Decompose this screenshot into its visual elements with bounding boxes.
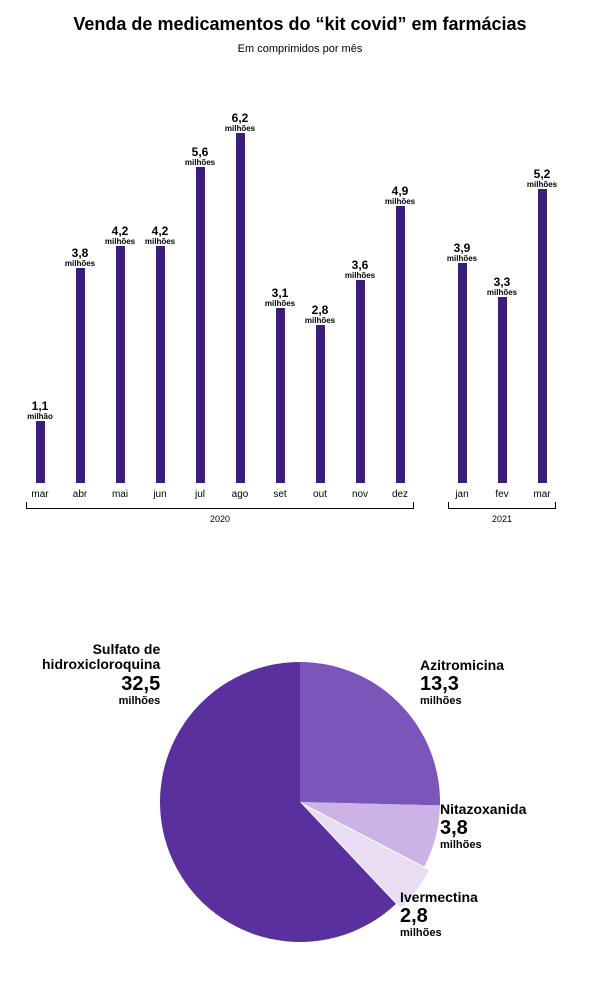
bar-value-label: 4,2milhões (105, 225, 135, 246)
bar-chart-group-brackets: 2020 2021 (20, 502, 580, 532)
bar-x-label: nov (352, 489, 368, 500)
bar (498, 297, 507, 483)
bar-x-label: ago (232, 489, 249, 500)
bar-x-label: jun (153, 489, 166, 500)
bar-column: 2,8milhões (300, 83, 340, 483)
bar-x-label: mar (31, 489, 48, 500)
bar-value-label: 3,9milhões (447, 242, 477, 263)
bar-value-label: 5,2milhões (527, 168, 557, 189)
bar (356, 280, 365, 483)
bar-column: 4,9milhões (380, 83, 420, 483)
pie-slice-label: Nitazoxanida3,8milhões (440, 802, 526, 851)
bar (316, 325, 325, 483)
bar-column: 4,2milhões (140, 83, 180, 483)
pie-slice (300, 662, 440, 805)
bar-x-label: jul (195, 489, 205, 500)
bar (458, 263, 467, 483)
bar-column: 1,1milhão (20, 83, 60, 483)
group-caption: 2020 (20, 514, 420, 524)
group-bracket (26, 502, 414, 509)
bar (156, 246, 165, 483)
bar-column: 3,9milhões (442, 83, 482, 483)
group-bracket (448, 502, 556, 509)
bar-column: 4,2milhões (100, 83, 140, 483)
bar-column: 3,8milhões (60, 83, 100, 483)
bar-column: 6,2milhões (220, 83, 260, 483)
bar-value-label: 3,6milhões (345, 259, 375, 280)
bar-x-label: abr (73, 489, 87, 500)
bar-value-label: 6,2milhões (225, 112, 255, 133)
pie-slice-label: Azitromicina13,3milhões (420, 658, 504, 707)
bar-x-label: out (313, 489, 327, 500)
bar (236, 133, 245, 483)
bar-x-label: jan (455, 489, 468, 500)
bar-chart: 1,1milhão 3,8milhões 4,2milhões 4,2milhões 5… (20, 83, 580, 532)
pie-slice-label: Ivermectina2,8milhões (400, 890, 478, 939)
bar (276, 308, 285, 483)
bar-chart-xlabels: mar abr mai jun jul ago set out nov dez jan fev mar (20, 483, 580, 500)
bar-value-label: 3,8milhões (65, 247, 95, 268)
chart-subtitle: Em comprimidos por mês (0, 43, 600, 55)
bar (396, 206, 405, 483)
bar-value-label: 2,8milhões (305, 304, 335, 325)
bar-value-label: 3,1milhões (265, 287, 295, 308)
pie-chart: Azitromicina13,3milhões Nitazoxanida3,8mi… (0, 622, 600, 1002)
bar-x-label: mar (533, 489, 550, 500)
bar-x-label: fev (495, 489, 508, 500)
bar-column: 3,6milhões (340, 83, 380, 483)
bar-value-label: 4,2milhões (145, 225, 175, 246)
bar (36, 421, 45, 483)
bar-column: 5,6milhões (180, 83, 220, 483)
bar (196, 167, 205, 483)
bar-column: 3,3milhões (482, 83, 522, 483)
bar (538, 189, 547, 483)
bar-value-label: 4,9milhões (385, 185, 415, 206)
bar-chart-plot: 1,1milhão 3,8milhões 4,2milhões 4,2milhões 5… (20, 83, 580, 483)
bar-value-label: 3,3milhões (487, 276, 517, 297)
bar-value-label: 1,1milhão (27, 400, 53, 421)
group-caption: 2021 (442, 514, 562, 524)
bar (76, 268, 85, 483)
bar-x-label: mai (112, 489, 128, 500)
chart-title: Venda de medicamentos do “kit covid” em … (0, 0, 600, 35)
bar (116, 246, 125, 483)
bar-column: 5,2milhões (522, 83, 562, 483)
pie-slice-label: Sulfato dehidroxicloroquina32,5milhões (42, 642, 160, 707)
bar-column: 3,1milhões (260, 83, 300, 483)
bar-x-label: set (273, 489, 286, 500)
bar-value-label: 5,6milhões (185, 146, 215, 167)
bar-x-label: dez (392, 489, 408, 500)
